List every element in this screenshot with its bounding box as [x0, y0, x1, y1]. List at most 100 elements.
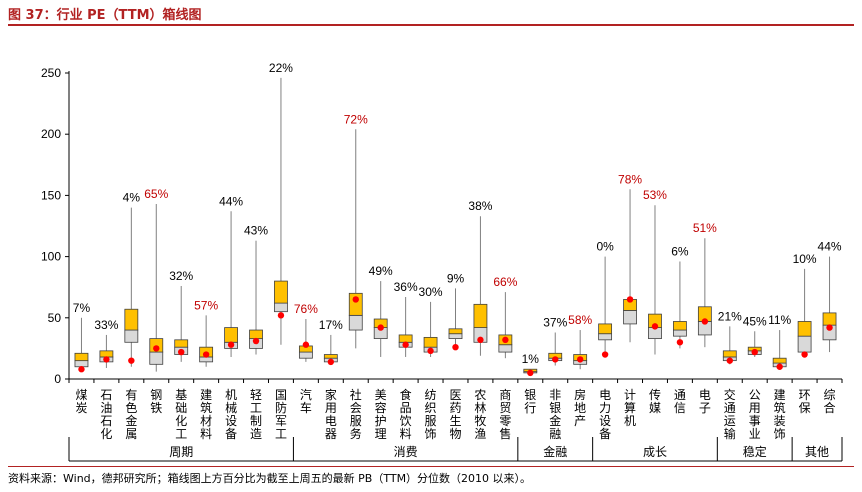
industry-label-char: 基 — [175, 388, 187, 402]
percentile-label: 51% — [693, 221, 717, 235]
percentile-label: 57% — [194, 298, 218, 312]
current-marker — [103, 356, 110, 363]
industry-label-char: 用 — [325, 401, 337, 415]
figure-title: 图 37：行业 PE（TTM）箱线图 — [8, 8, 202, 23]
box-lower — [298, 351, 313, 359]
box-upper — [74, 352, 89, 362]
box-upper — [822, 312, 837, 326]
current-marker — [302, 341, 310, 348]
percentile-label: 43% — [244, 224, 268, 238]
industry-label-char: 国 — [275, 388, 287, 402]
y-tick-label: 100 — [41, 250, 61, 264]
industry-label-char: 融 — [549, 427, 561, 441]
industry-label-char: 铁 — [150, 401, 162, 415]
box-upper — [473, 303, 488, 328]
percentile-label: 4% — [123, 191, 141, 205]
percentile-label: 21% — [718, 309, 742, 323]
box-lower — [348, 314, 363, 331]
industry-label-char: 护 — [375, 414, 387, 428]
percentile-label: 65% — [144, 187, 168, 201]
percentile-label: 45% — [743, 314, 767, 328]
industry-label-char: 零 — [499, 414, 511, 428]
current-marker — [502, 336, 509, 344]
box-upper — [323, 354, 338, 359]
percentile-label: 76% — [294, 302, 318, 316]
industry-label-char: 容 — [375, 400, 387, 415]
percentile-label: 44% — [818, 240, 842, 254]
percentile-label: 78% — [618, 172, 642, 186]
group-label: 金融 — [543, 444, 567, 459]
box-upper — [448, 328, 463, 335]
percentile-label: 38% — [468, 199, 492, 213]
industry-label-char: 银 — [549, 401, 561, 415]
industry-label-char: 保 — [799, 401, 811, 415]
industry-label-char: 设 — [599, 414, 611, 428]
box-lower — [448, 333, 463, 340]
industry-label-char: 传 — [649, 387, 661, 402]
source-divider — [8, 466, 854, 467]
box-upper — [423, 336, 438, 348]
industry-label-char: 础 — [175, 401, 187, 415]
current-marker — [726, 357, 733, 364]
industry-label-char: 通 — [674, 388, 686, 402]
industry-label-char: 牧 — [474, 414, 486, 428]
current-marker — [352, 296, 359, 303]
industry-label-char: 品 — [400, 401, 412, 415]
industry-label-char: 纺 — [425, 388, 437, 402]
y-tick-label: 50 — [48, 311, 62, 325]
industry-label-char: 商 — [499, 387, 511, 402]
current-marker — [552, 356, 559, 363]
current-marker — [601, 351, 609, 358]
industry-label-char: 金 — [549, 413, 561, 428]
industry-label-char: 非 — [549, 388, 561, 402]
box-upper — [274, 280, 288, 304]
current-marker — [227, 341, 235, 348]
industry-label-char: 钢 — [150, 388, 162, 402]
box-upper — [722, 350, 737, 358]
industry-label-char: 工 — [275, 427, 287, 441]
box-upper — [249, 329, 263, 340]
box-plot-chart: 0501001502002507%煤炭33%石油石化4%有色金属65%钢铁32%… — [41, 61, 843, 462]
industry-label-char: 设 — [225, 414, 237, 428]
percentile-label: 0% — [596, 240, 614, 254]
industry-label-char: 社 — [350, 387, 362, 402]
industry-label-char: 备 — [599, 427, 611, 441]
industry-label-char: 化 — [100, 427, 112, 441]
box-upper — [772, 357, 787, 364]
industry-label-char: 汽 — [300, 387, 312, 402]
current-marker — [452, 343, 459, 351]
industry-label-char: 媒 — [649, 401, 661, 415]
industry-label-char: 械 — [225, 400, 237, 415]
industry-label-char: 材 — [200, 414, 212, 428]
figure-source: 资料来源：Wind，德邦研究所；箱线图上方百分比为截至上周五的最新 PB（TTM… — [8, 472, 532, 485]
percentile-label: 37% — [543, 315, 567, 329]
current-marker — [402, 341, 409, 348]
industry-label-char: 料 — [400, 427, 412, 441]
box-lower — [673, 329, 687, 337]
percentile-label: 1% — [522, 352, 540, 366]
industry-label-char: 产 — [574, 414, 586, 428]
industry-label-char: 电 — [699, 388, 711, 402]
current-marker — [801, 351, 808, 358]
percentile-label: 44% — [219, 194, 243, 208]
industry-label-char: 造 — [250, 427, 262, 441]
box-upper — [348, 292, 363, 316]
current-marker — [78, 366, 85, 373]
industry-label-char: 公 — [749, 388, 761, 402]
industry-label-char: 房 — [574, 387, 586, 402]
industry-label-char: 石 — [100, 414, 112, 428]
industry-label-char: 石 — [100, 388, 112, 402]
industry-label-char: 织 — [425, 401, 437, 415]
group-label: 消费 — [394, 445, 418, 459]
industry-label-char: 防 — [275, 400, 287, 415]
y-tick-label: 150 — [41, 188, 61, 202]
industry-label-char: 有 — [125, 388, 137, 402]
box-lower — [623, 310, 637, 325]
percentile-label: 7% — [73, 301, 91, 315]
industry-label-char: 地 — [574, 401, 586, 415]
y-tick-label: 200 — [41, 127, 61, 141]
title-divider — [8, 24, 854, 26]
industry-label-char: 售 — [499, 426, 511, 441]
industry-label-char: 业 — [749, 427, 761, 441]
current-marker — [178, 348, 185, 356]
